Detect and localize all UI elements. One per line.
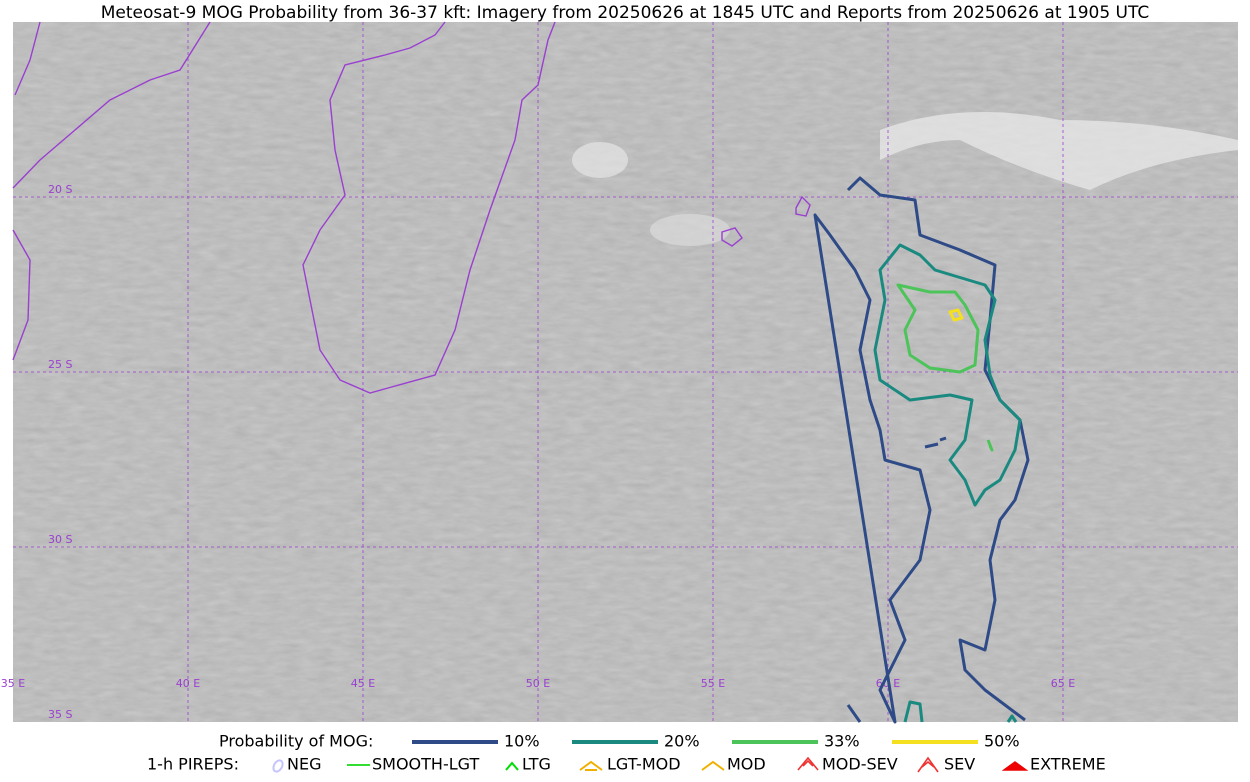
africa-coast [14, 21, 41, 96]
africa-coast [12, 229, 31, 361]
legend-label: 10% [504, 732, 540, 751]
legend-label: SMOOTH-LGT [372, 755, 479, 774]
latitude-label: 25 S [48, 358, 72, 371]
legend-label: 33% [824, 732, 860, 751]
coastlines [12, 21, 811, 394]
cloud [650, 214, 730, 246]
longitude-label: 65 E [1051, 677, 1075, 690]
island-coast [721, 227, 743, 247]
longitude-label: 55 E [701, 677, 725, 690]
legend-label: MOD [727, 755, 766, 774]
cloud [572, 142, 628, 178]
latitude-label: 20 S [48, 183, 72, 196]
probability-contours [813, 176, 1030, 724]
legend-label: 50% [984, 732, 1020, 751]
contour-20 [873, 243, 1022, 723]
legend-label: 20% [664, 732, 700, 751]
legend-label: MOD-SEV [822, 755, 898, 774]
pirep-icon [505, 761, 519, 771]
africa-coast [12, 21, 211, 189]
pirep-icon [917, 756, 939, 773]
legend-label: EXTREME [1030, 755, 1106, 774]
legend: Probability of MOG: 1-h PIREPS: 10% 20% 33… [147, 732, 1106, 774]
pirep-icon [1001, 761, 1029, 771]
legend-title: 1-h PIREPS: [147, 755, 239, 774]
legend-title: Probability of MOG: [219, 732, 373, 751]
longitude-label: 40 E [176, 677, 200, 690]
graticule: 35 E 40 E 45 E 50 E 55 E 60 E 65 E20 S25 S30 S… [1, 22, 1238, 722]
longitude-label: 35 E [1, 677, 25, 690]
legend-label: NEG [287, 755, 321, 774]
island-coast [795, 195, 811, 217]
pirep-icon [272, 759, 284, 773]
legend-label: LGT-MOD [607, 755, 681, 774]
title: Meteosat-9 MOG Probability from 36-37 kf… [101, 3, 1150, 23]
cloud-band [880, 112, 1238, 190]
longitude-label: 50 E [526, 677, 550, 690]
pirep-icon [797, 756, 819, 771]
contour-10 [924, 436, 947, 449]
legend-label: LTG [522, 755, 551, 774]
madagascar-coast [302, 21, 556, 394]
pirep-icon [579, 760, 603, 771]
latitude-label: 35 S [48, 708, 72, 721]
pirep-icon [701, 760, 725, 771]
contour-33 [896, 283, 994, 452]
longitude-label: 45 E [351, 677, 375, 690]
legend-label: SEV [944, 755, 975, 774]
contour-50 [948, 308, 964, 322]
latitude-label: 30 S [48, 533, 72, 546]
